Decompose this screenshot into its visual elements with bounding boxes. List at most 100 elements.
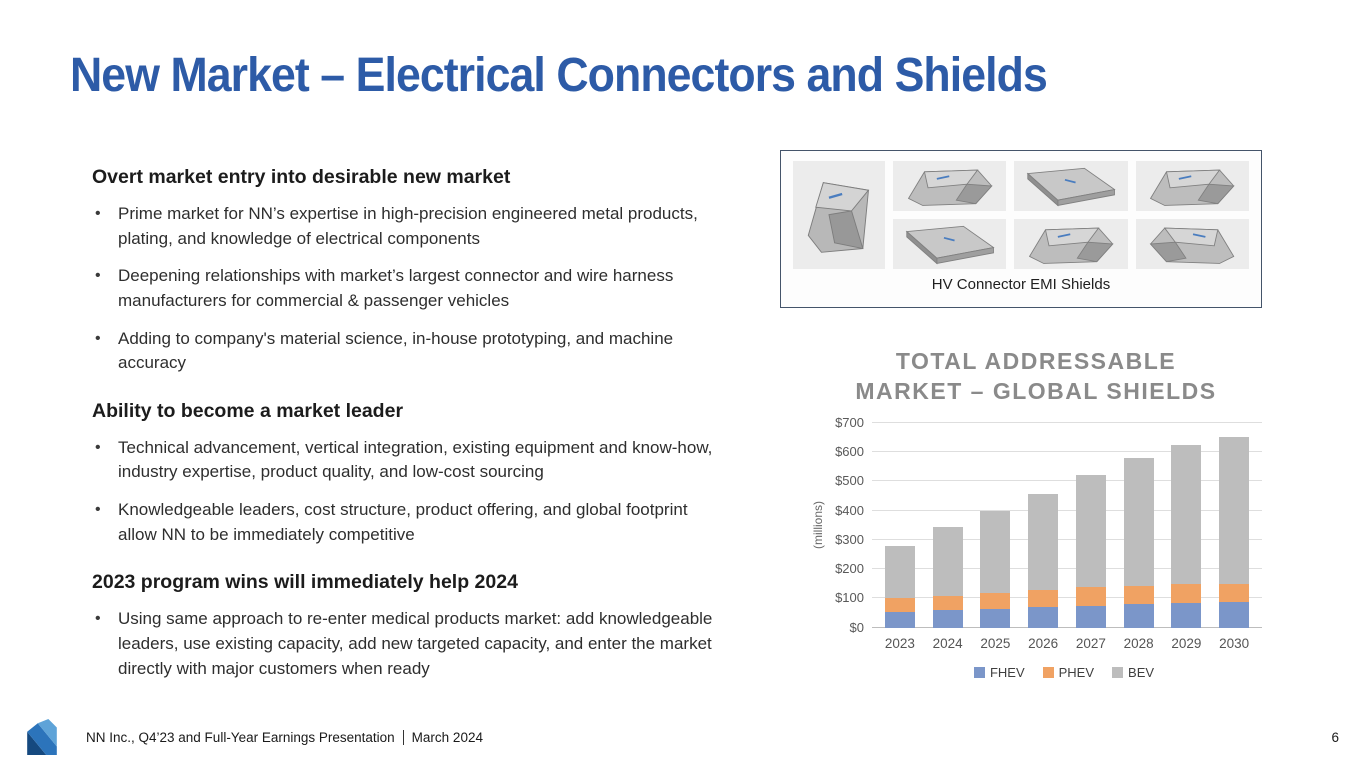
bar-group	[876, 545, 924, 628]
bar-segment-bev	[1171, 444, 1202, 585]
bar-segment-phev	[1171, 584, 1202, 603]
bar-segment-fhev	[1028, 607, 1059, 628]
nn-logo-icon	[26, 719, 58, 755]
bar-segment-fhev	[932, 610, 963, 628]
bullet-marker: •	[95, 267, 101, 285]
y-ticks: $0 $100 $200 $300 $400 $500 $600 $700	[826, 415, 872, 635]
shield-image-panel: HV Connector EMI Shields	[780, 150, 1262, 308]
bar-segment-bev	[884, 545, 915, 599]
bar-segment-bev	[932, 527, 963, 596]
bar-segment-fhev	[980, 608, 1011, 628]
bar-segment-phev	[1028, 589, 1059, 608]
bar-segment-phev	[932, 595, 963, 611]
bullet-text: Knowledgeable leaders, cost structure, p…	[118, 500, 688, 544]
stacked-bar	[1123, 458, 1154, 628]
bullet-item: • Technical advancement, vertical integra…	[92, 436, 744, 485]
bullet-text: Prime market for NN’s expertise in high-…	[118, 204, 698, 248]
section-heading: Overt market entry into desirable new ma…	[92, 166, 511, 188]
stacked-bar	[1075, 475, 1106, 628]
bar-segment-phev	[1075, 587, 1106, 606]
section-heading: Ability to become a market leader	[92, 399, 404, 422]
bar-group	[972, 511, 1020, 628]
bar-group	[1019, 493, 1067, 628]
shield-image	[793, 161, 885, 269]
x-axis-label: 2027	[1075, 635, 1106, 651]
bar-group	[1163, 444, 1211, 628]
stacked-bar	[1219, 437, 1250, 628]
bar-segment-phev	[884, 598, 915, 612]
shield-image	[893, 219, 1007, 269]
stacked-bar	[1171, 444, 1202, 628]
section-heading: 2023 program wins will immediately help …	[92, 571, 518, 594]
bar-segment-fhev	[1171, 602, 1202, 628]
image-panel-caption: HV Connector EMI Shields	[931, 276, 1111, 293]
stacked-bar	[980, 511, 1011, 628]
legend-label: FHEV	[989, 664, 1025, 680]
y-tick-label: $300	[835, 531, 864, 547]
bar-segment-fhev	[1123, 604, 1154, 628]
page-number: 6	[1331, 729, 1339, 745]
plot-wrap: 2023 2024 2025 2026 2027 2028 2029 2030	[872, 421, 1262, 651]
gridline	[872, 421, 1262, 423]
gridline	[872, 509, 1262, 511]
chart-title-line: MARKET – GLOBAL SHIELDS	[855, 378, 1217, 405]
shield-image	[1014, 219, 1128, 269]
stacked-bar	[932, 527, 963, 628]
y-tick-label: $100	[835, 590, 864, 606]
legend-item: PHEV	[1042, 665, 1094, 680]
shield-image	[1014, 161, 1128, 211]
x-axis-label: 2030	[1219, 635, 1250, 651]
bullet-marker: •	[95, 329, 101, 347]
bullet-text: Using same approach to re-enter medical …	[118, 609, 713, 678]
chart-title: TOTAL ADDRESSABLE MARKET – GLOBAL SHIELDS	[810, 346, 1262, 407]
bullet-marker: •	[95, 438, 101, 456]
bullet-item: • Knowledgeable leaders, cost structure, …	[92, 498, 744, 547]
stacked-bar	[884, 545, 915, 628]
y-tick-label: $600	[835, 444, 864, 460]
bar-segment-bev	[1219, 437, 1250, 584]
bar-segment-phev	[1219, 583, 1250, 603]
x-axis-labels: 2023 2024 2025 2026 2027 2028 2029 2030	[872, 636, 1262, 651]
gridline	[872, 568, 1262, 570]
footer-text: NN Inc., Q4’23 and Full-Year Earnings Pr…	[86, 729, 395, 745]
bar-group	[1210, 437, 1258, 628]
legend-swatch	[1112, 666, 1124, 678]
bars	[872, 423, 1262, 628]
bullet-marker: •	[95, 205, 101, 222]
bullet-marker: •	[95, 501, 101, 519]
footer-divider	[402, 729, 404, 745]
x-axis-label: 2028	[1123, 635, 1154, 651]
bullet-marker: •	[95, 610, 101, 628]
shield-image	[1135, 219, 1249, 269]
gridline	[872, 480, 1262, 482]
bar-segment-bev	[1075, 475, 1106, 588]
y-axis-label: (millions)	[811, 501, 825, 550]
gridline	[872, 626, 1262, 628]
left-content: Overt market entry into desirable new ma…	[92, 166, 744, 694]
y-tick-label: $400	[835, 502, 864, 518]
chart-body: (millions) $0 $100 $200 $300 $400 $500 $600 $70…	[810, 415, 1262, 651]
bullet-item: • Adding to company's material science, i…	[92, 327, 744, 376]
bar-segment-fhev	[1219, 602, 1250, 628]
chart-title-line: TOTAL ADDRESSABLE	[895, 348, 1177, 374]
bar-segment-bev	[980, 511, 1011, 593]
y-tick-label: $200	[835, 561, 864, 577]
x-axis-label: 2026	[1028, 635, 1059, 651]
bar-segment-bev	[1123, 458, 1154, 586]
stacked-bar	[1028, 493, 1059, 628]
chart-legend: FHEV PHEV BEV	[866, 665, 1262, 680]
legend-item: FHEV	[973, 664, 1025, 680]
bar-segment-phev	[1123, 585, 1154, 605]
bar-group	[1115, 458, 1163, 628]
bar-segment-fhev	[1075, 605, 1106, 628]
y-tick-label: $700	[835, 414, 864, 430]
x-axis-label: 2029	[1171, 635, 1202, 651]
footer-date: March 2024	[411, 729, 483, 745]
shield-image	[893, 161, 1007, 211]
footer: NN Inc., Q4’23 and Full-Year Earnings Pr…	[26, 719, 1339, 755]
bar-segment-bev	[1028, 493, 1059, 590]
x-axis-label: 2023	[884, 635, 915, 651]
gridline	[872, 451, 1262, 453]
x-axis-label: 2025	[980, 635, 1011, 651]
